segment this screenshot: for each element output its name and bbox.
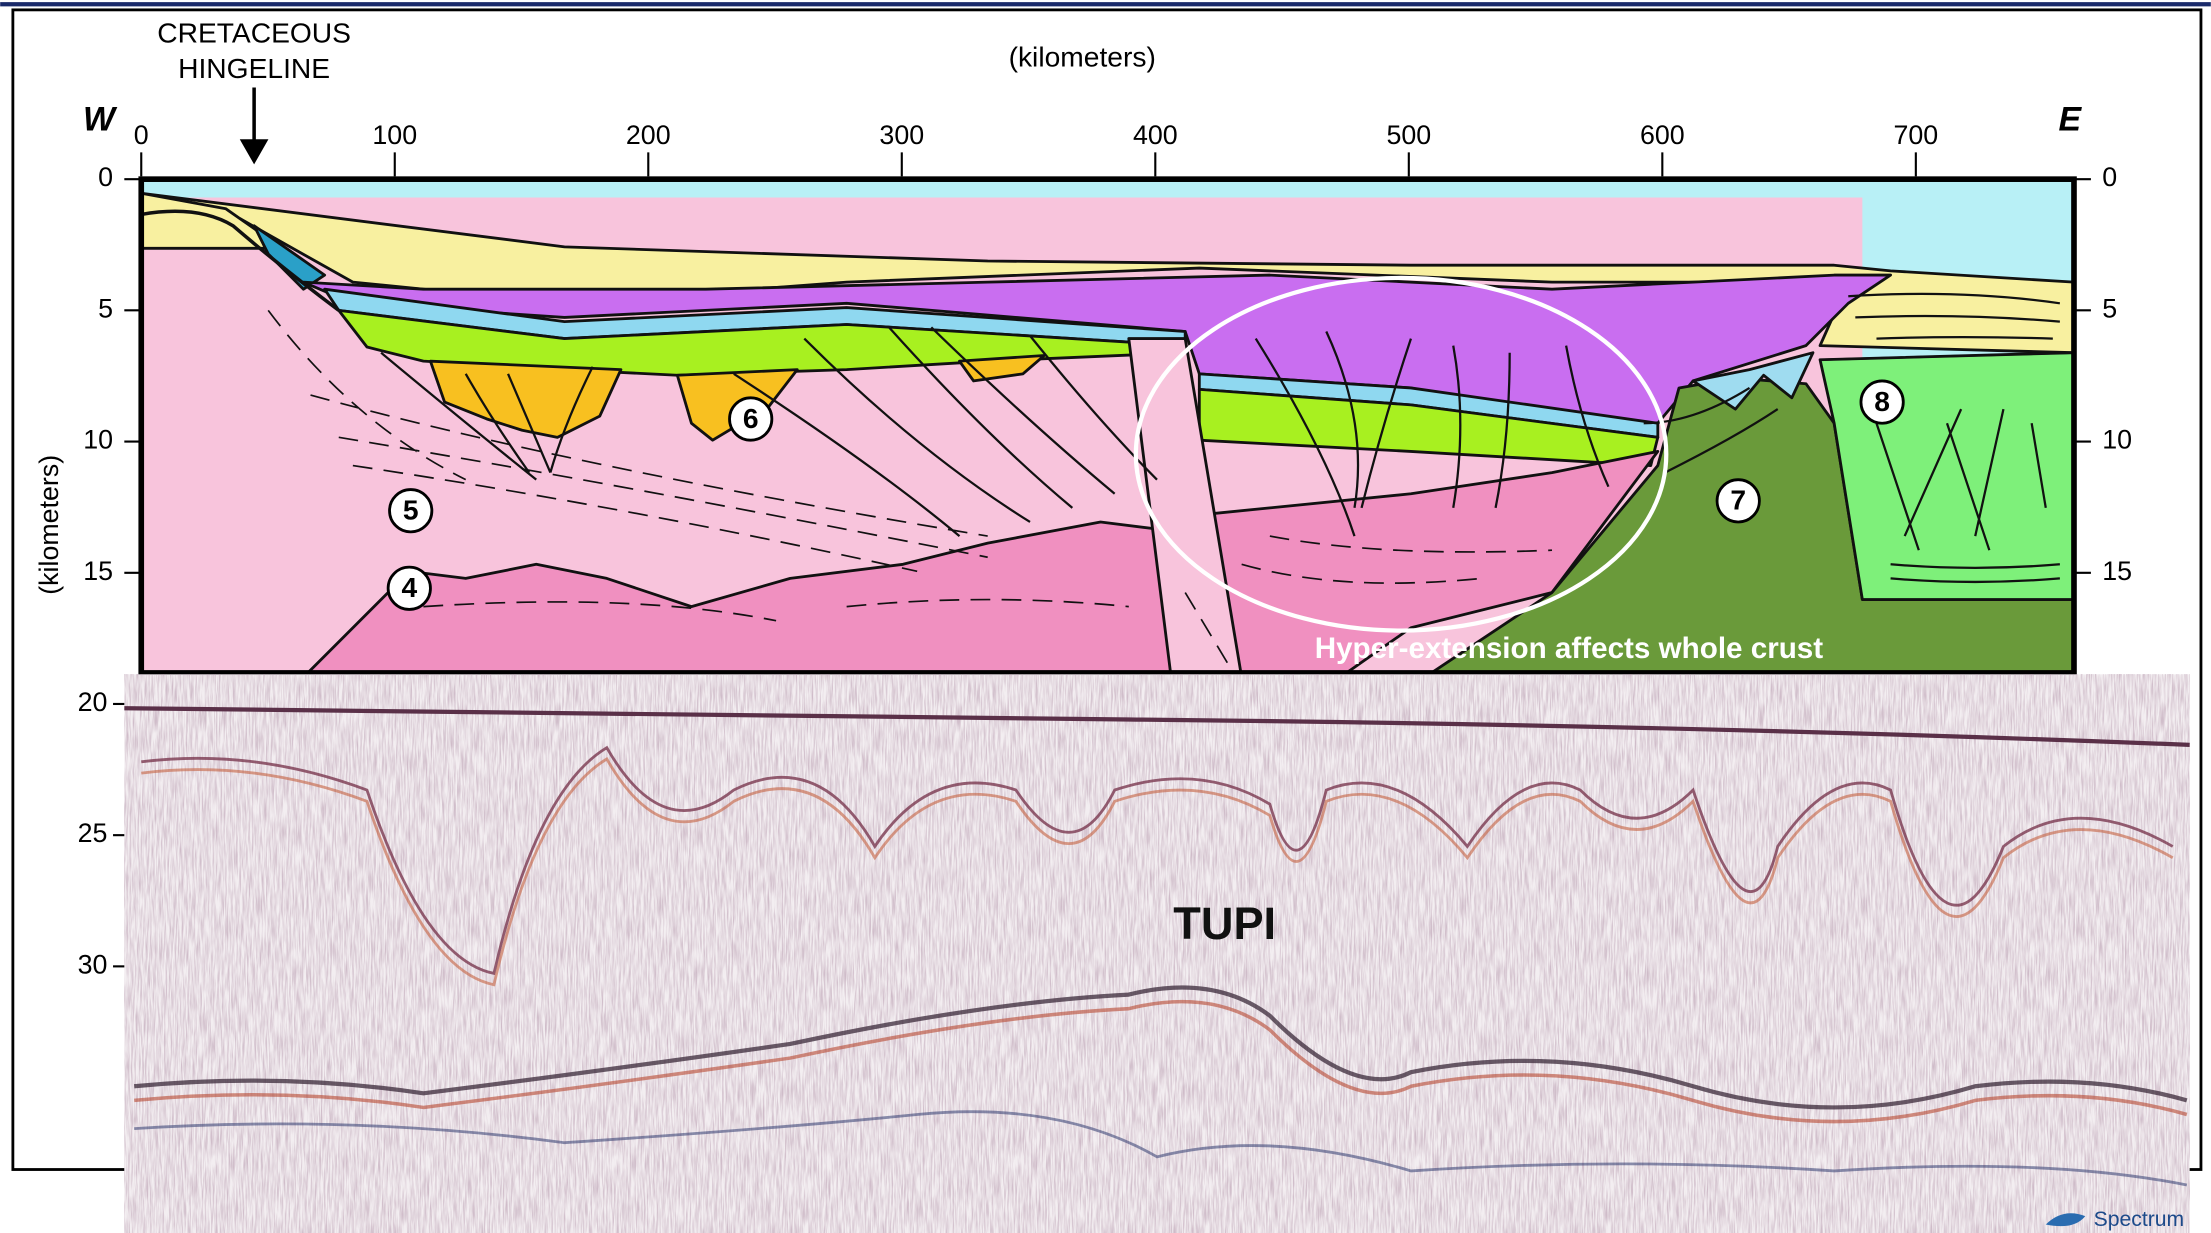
hingeline-label: CRETACEOUS [157,17,351,49]
annotation: Hyper-extension affects whole crust [1315,632,1824,665]
x-tick-label: 700 [1893,120,1938,150]
y-tick-label: 5 [98,293,113,323]
distance-axis-label: (kilometers) [1009,41,1156,73]
x-tick-label: 100 [372,120,417,150]
east-label: E [2058,100,2082,138]
depth-axis-label: (kilometers) [34,455,64,595]
west-label: W [83,100,118,138]
unit-label: 4 [401,571,417,603]
y-tick-label: 0 [98,162,113,192]
y-tick-label: 20 [78,687,108,717]
seismic-label: TUPI [1173,898,1276,949]
y-tick-label: 10 [2102,425,2132,455]
seismic-panel [124,674,2189,1233]
y-tick-label: 0 [2102,162,2117,192]
hingeline-label: HINGELINE [178,52,330,84]
y-tick-label: 5 [2102,293,2117,323]
unit-label: 8 [1874,385,1890,417]
credit: Spectrum [2094,1208,2185,1231]
unit-label: 5 [403,494,419,526]
x-tick-label: 300 [879,120,924,150]
y-tick-label: 25 [78,818,108,848]
y-tick-label: 30 [78,949,108,979]
y-tick-label: 15 [2102,556,2132,586]
y-tick-label: 15 [83,556,113,586]
body: CRETACEOUS HINGELINE (kilometers) W E (k… [0,0,2211,1233]
cross-section [141,179,2074,677]
x-tick-label: 200 [626,120,671,150]
y-tick-label: 10 [83,425,113,455]
page: Cross-section {"header": {"hingeline": [… [0,0,2211,1233]
x-tick-label: 400 [1133,120,1178,150]
oceanic-crust [1820,353,2074,600]
x-tick-label: 600 [1640,120,1685,150]
x-tick-label: 500 [1386,120,1431,150]
hingeline-arrow [243,87,266,160]
unit-label: 7 [1730,484,1746,516]
x-tick-label: 0 [134,120,149,150]
unit-label: 6 [743,402,759,434]
figure: CRETACEOUS HINGELINE (kilometers) W E (k… [0,0,2211,1233]
seismic-texture [124,674,2189,1233]
